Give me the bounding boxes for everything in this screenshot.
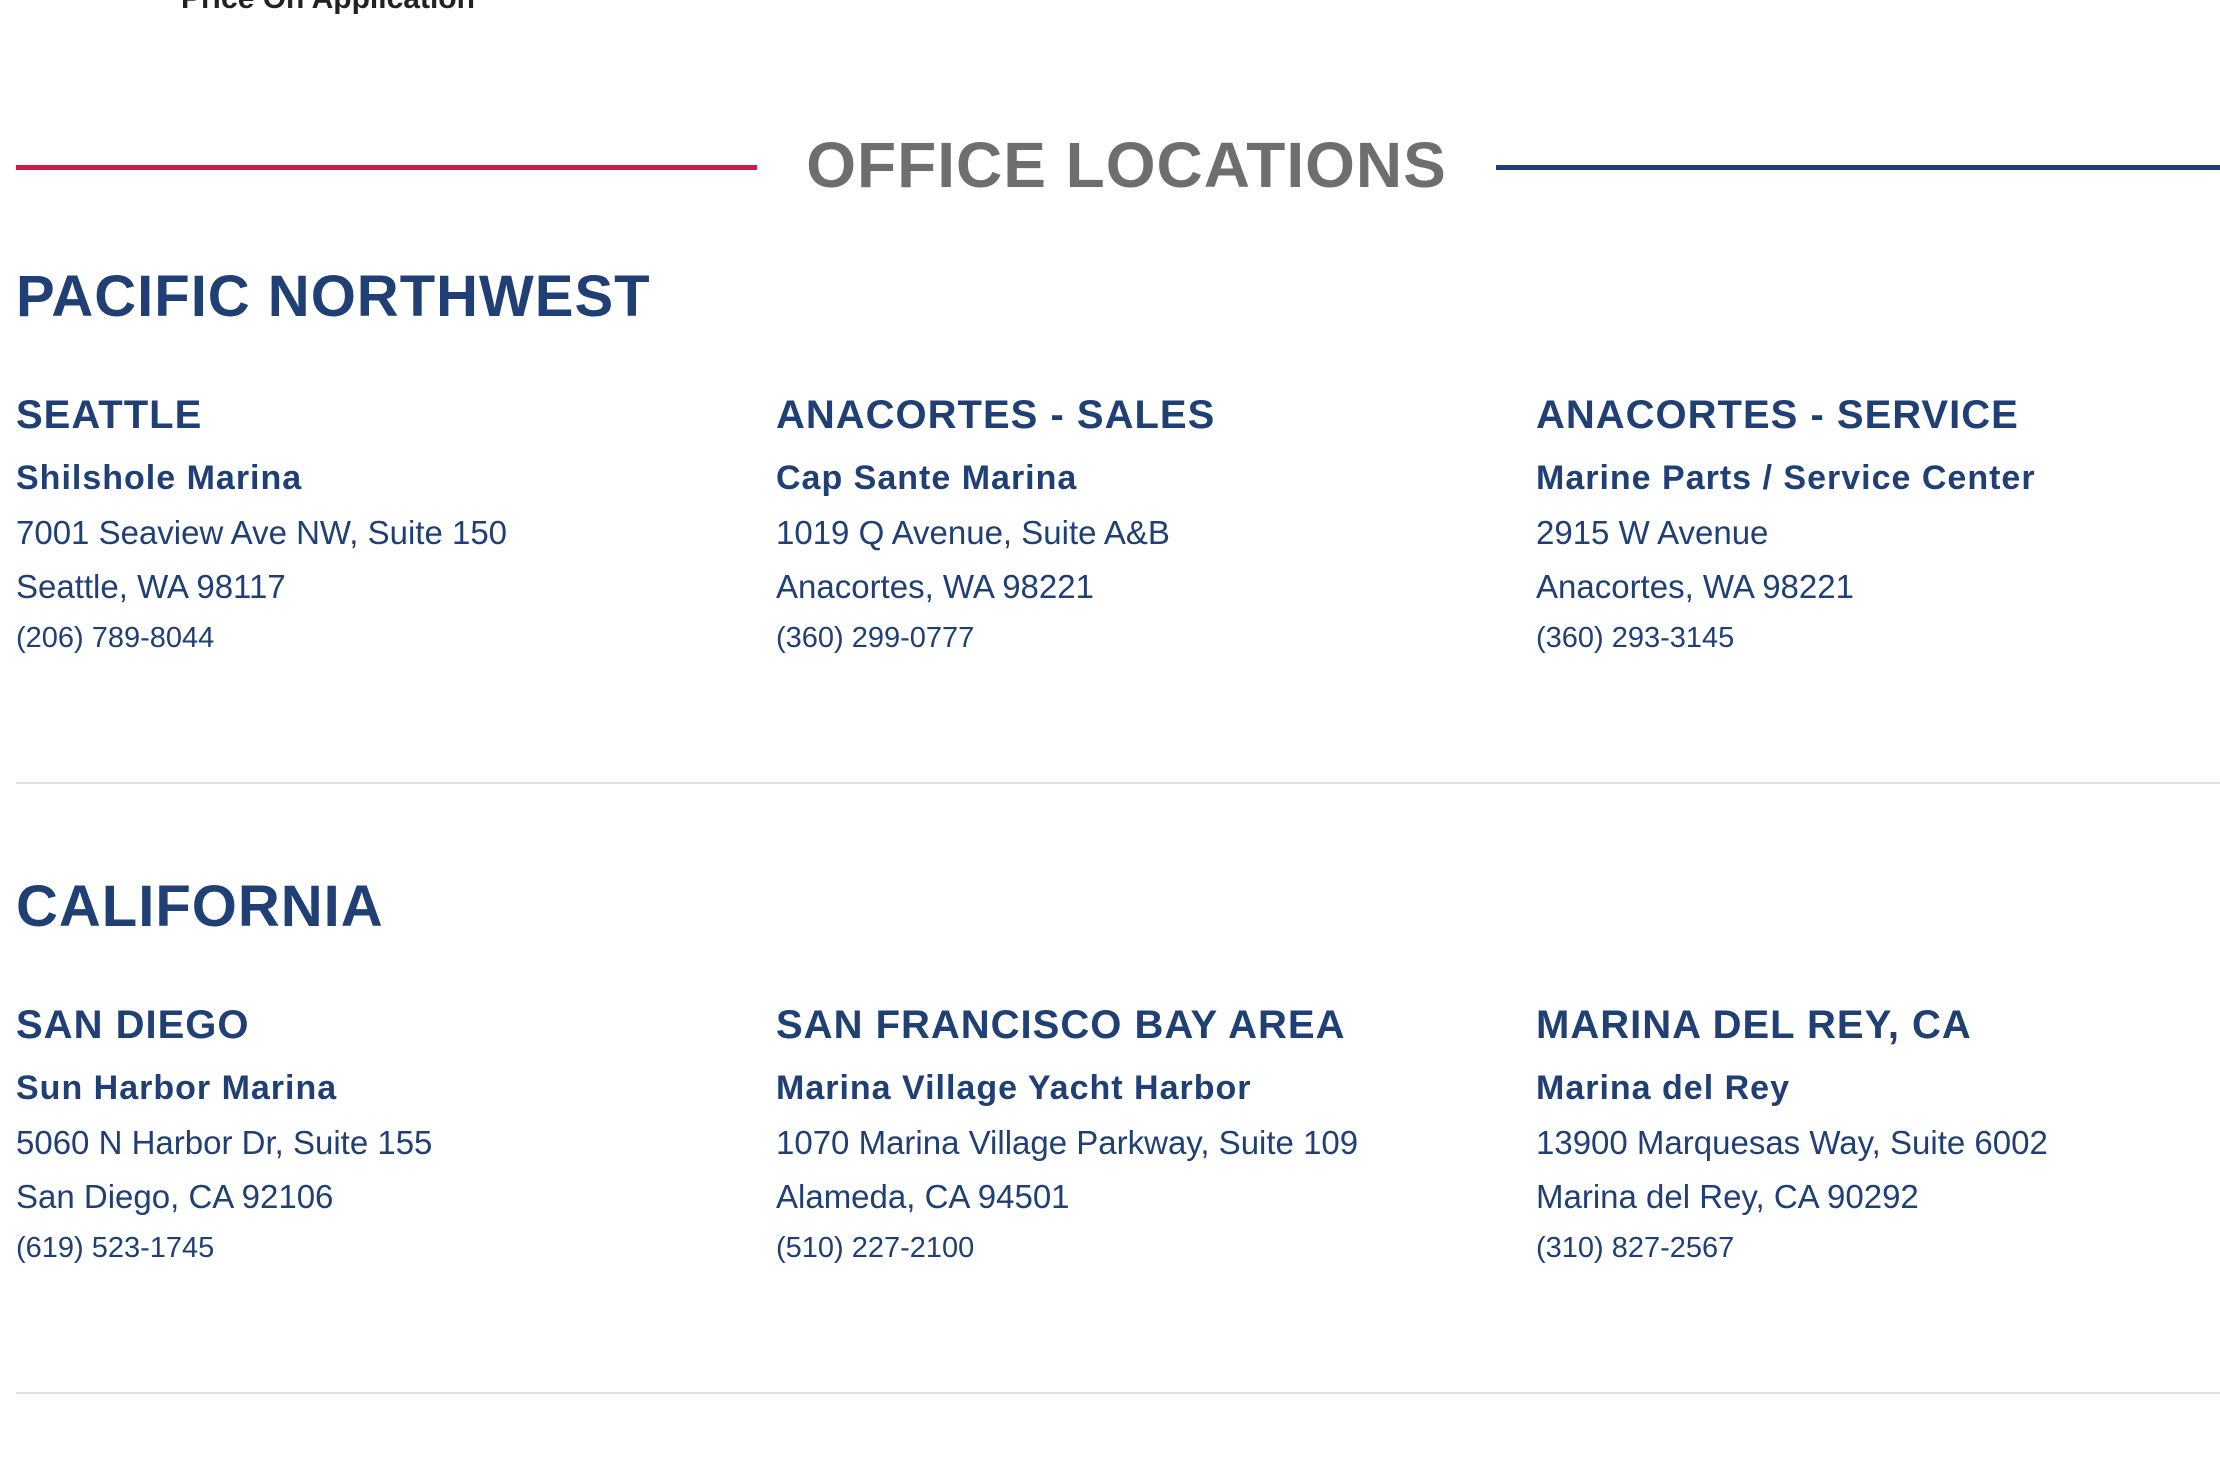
office-phone-link[interactable]: (510) 227-2100: [776, 1232, 975, 1264]
office-card: SEATTLE Shilshole Marina 7001 Seaview Av…: [16, 390, 756, 660]
office-card: MARINA DEL REY, CA Marina del Rey 13900 …: [1536, 1000, 2220, 1270]
office-city: ANACORTES - SERVICE: [1536, 393, 2019, 437]
office-address-line1: 7001 Seaview Ave NW, Suite 150: [16, 514, 508, 551]
region-heading: PACIFIC NORTHWEST: [16, 264, 651, 329]
office-phone-link[interactable]: (360) 299-0777: [776, 622, 975, 654]
page-title: OFFICE LOCATIONS: [806, 129, 1447, 201]
office-phone-link[interactable]: (206) 789-8044: [16, 622, 215, 654]
office-city: SEATTLE: [16, 393, 203, 437]
price-on-application-text: Price On Application: [181, 0, 475, 16]
section-divider: [16, 1392, 2220, 1394]
office-address-line2: Seattle, WA 98117: [16, 568, 286, 605]
office-locations-header: OFFICE LOCATIONS: [0, 125, 2220, 205]
office-marina: Cap Sante Marina: [776, 459, 1078, 497]
office-card: SAN DIEGO Sun Harbor Marina 5060 N Harbo…: [16, 1000, 756, 1270]
office-marina: Marina del Rey: [1536, 1069, 1790, 1107]
office-city: SAN DIEGO: [16, 1003, 250, 1047]
region-heading: CALIFORNIA: [16, 874, 384, 939]
office-marina: Marine Parts / Service Center: [1536, 459, 2036, 497]
office-marina: Shilshole Marina: [16, 459, 303, 497]
office-card: ANACORTES - SALES Cap Sante Marina 1019 …: [776, 390, 1516, 660]
office-address-line2: Anacortes, WA 98221: [776, 568, 1094, 605]
office-address-line2: Alameda, CA 94501: [776, 1178, 1070, 1215]
red-divider-line: [16, 165, 757, 170]
office-address-line1: 13900 Marquesas Way, Suite 6002: [1536, 1124, 2048, 1161]
office-city: SAN FRANCISCO BAY AREA: [776, 1003, 1346, 1047]
section-divider: [16, 782, 2220, 784]
office-marina: Marina Village Yacht Harbor: [776, 1069, 1252, 1107]
office-marina: Sun Harbor Marina: [16, 1069, 338, 1107]
office-phone-link[interactable]: (360) 293-3145: [1536, 622, 1735, 654]
region-pacific-northwest: PACIFIC NORTHWEST SEATTLE Shilshole Mari…: [0, 262, 2220, 872]
office-card: SAN FRANCISCO BAY AREA Marina Village Ya…: [776, 1000, 1516, 1270]
office-address-line1: 5060 N Harbor Dr, Suite 155: [16, 1124, 433, 1161]
office-address-line1: 2915 W Avenue: [1536, 514, 1769, 551]
office-address-line1: 1019 Q Avenue, Suite A&B: [776, 514, 1170, 551]
office-city: MARINA DEL REY, CA: [1536, 1003, 1972, 1047]
office-address-line2: San Diego, CA 92106: [16, 1178, 334, 1215]
office-phone-link[interactable]: (310) 827-2567: [1536, 1232, 1735, 1264]
blue-divider-line: [1496, 165, 2220, 170]
office-phone-link[interactable]: (619) 523-1745: [16, 1232, 215, 1264]
office-city: ANACORTES - SALES: [776, 393, 1216, 437]
office-address-line2: Anacortes, WA 98221: [1536, 568, 1854, 605]
office-card: ANACORTES - SERVICE Marine Parts / Servi…: [1536, 390, 2220, 660]
region-california: CALIFORNIA SAN DIEGO Sun Harbor Marina 5…: [0, 872, 2220, 1482]
office-address-line2: Marina del Rey, CA 90292: [1536, 1178, 1919, 1215]
office-address-line1: 1070 Marina Village Parkway, Suite 109: [776, 1124, 1359, 1161]
